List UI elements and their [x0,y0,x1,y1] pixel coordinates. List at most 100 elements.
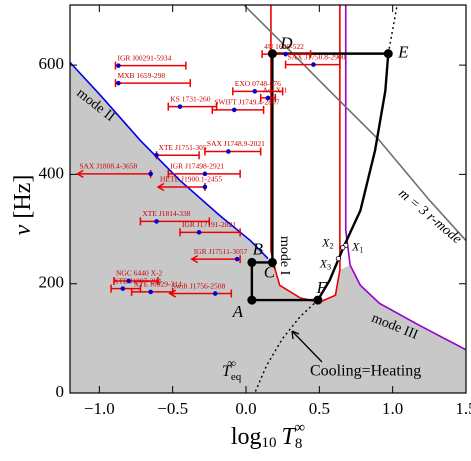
curve [344,5,466,351]
crossing-sub: 2 [329,241,333,250]
error-bar [211,105,265,114]
source-dot [148,171,153,177]
source-dot [148,289,153,295]
source-label: IGR J17191-2821 [182,220,236,229]
x-tick-label: −0.5 [157,399,188,418]
y-axis-label: ν [Hz] [10,175,36,236]
source-dot [154,219,159,224]
source-dot [154,152,159,158]
crossing-letter: X [321,235,330,249]
y-tick-label: 600 [39,54,65,73]
error-bar [204,147,262,156]
y-label-var: ν [10,224,36,235]
error-bar [167,102,218,111]
annotation: Teq∞ [222,356,242,383]
point-label: C [264,262,276,281]
source-dot [126,278,131,284]
point-label: E [397,43,409,62]
curve-label: mode I [277,236,292,276]
source-dot [226,149,231,154]
x-tick-label: 1.0 [382,399,403,418]
source-dot [212,291,218,296]
error-bar [168,289,233,298]
curve [387,5,398,54]
error-bar [114,79,192,88]
source-label: NGC 6440 X-2 [116,269,162,278]
source-label: XTE J0929-314 [134,280,182,289]
source-dot [231,107,237,113]
source-dot [252,89,258,94]
teq-var: T [222,363,232,380]
y-tick-label: 200 [39,273,65,292]
teq-sup: ∞ [227,356,236,370]
x-axis-label: log10 T8∞ [231,420,305,452]
point-label: B [253,239,264,258]
source-dot [234,256,240,262]
y-label-unit: [Hz] [10,175,36,219]
error-bar [155,151,200,160]
crossing-label: X3 [319,256,331,271]
error-bar [179,228,241,237]
source-label: XTE J1751-305 [159,143,207,152]
source-dot [311,62,316,67]
plot [70,5,466,393]
source-label: Swift J1756-2508 [172,281,226,290]
source-dot [177,104,183,109]
source-label: EXO 0748-676 [235,79,281,88]
source-label: MXB 1659-298 [117,71,165,80]
point-label: A [232,302,244,321]
source-label: SWIFT J1749.4-2807 [214,98,280,107]
x-tick-label: 0.5 [309,399,330,418]
point [267,257,277,267]
crossing-sub: 3 [327,262,331,271]
curve [254,299,319,393]
curve [70,61,269,260]
x-tick-label: −1.0 [84,399,115,418]
point [247,257,257,267]
point-label: D [279,34,293,53]
crossing-letter: X [319,256,328,270]
curve [243,5,466,242]
shaded-region [70,62,466,393]
error-bar [232,87,284,96]
x-label-var: T [282,424,297,450]
source-label: XTE J1814-338 [142,209,190,218]
crossing-label: X2 [321,235,333,250]
x-label-sup: ∞ [294,420,305,436]
source-label: IGR J00291-5934 [117,53,171,62]
source-dot [116,80,121,86]
point [247,295,257,305]
source-label: IGR J17498-2921 [170,162,224,171]
point-label: F [316,278,328,297]
source-dot [120,286,126,291]
source-label: SAX J1748.9-2021 [207,139,265,148]
source-label: HETE J1900.1-2455 [160,175,222,184]
annotation: Cooling=Heating [310,363,421,380]
error-bar [114,61,187,70]
source-label: 4U 1608-522 [264,42,304,51]
error-bar [113,276,159,285]
source-label: Aql X-1 [263,86,288,95]
frame [69,4,467,394]
x-tick-label: 1.5 [455,399,471,418]
annotation-bg [306,361,456,381]
source-label: XTE J1807-294 [113,276,161,285]
x-label-log: log [231,424,262,450]
crossing-letter: X [351,239,360,253]
crossing-sub: 1 [359,245,363,254]
x-tick-label: 0.0 [235,399,256,418]
crossing [335,255,341,262]
y-tick-label: 400 [39,163,65,182]
source-dot [202,184,208,190]
x-label-sub1: 10 [262,435,277,451]
source-label: KS 1731-260 [170,94,210,103]
x-label-sub2: 8 [295,436,303,452]
error-bar [190,254,241,264]
curve-label: m = 3 r-mode [395,186,464,247]
source-label: IGR J17511-3057 [194,247,248,256]
source-dot [283,51,288,57]
source-dot [116,63,121,68]
annotation-arrow [291,330,323,363]
point [267,49,277,59]
